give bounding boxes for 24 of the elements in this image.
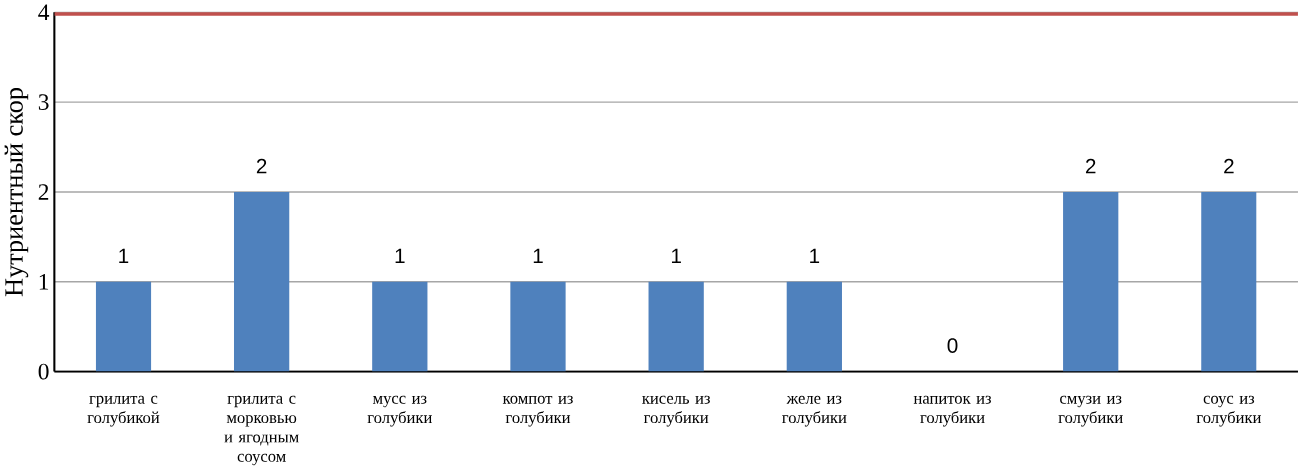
x-tick-label: смузи из голубики [1058, 395, 1123, 427]
x-tick-label: грилита с морковью и ягодным соусом [224, 395, 299, 466]
data-label: 1 [395, 248, 405, 264]
data-label: 1 [671, 248, 681, 264]
data-label: 2 [256, 158, 267, 174]
x-tick-label: компот из голубики [502, 395, 573, 427]
data-label: 2 [1224, 158, 1234, 174]
data-label: 1 [810, 248, 820, 264]
x-tick-label: кисель из голубики [642, 395, 710, 427]
y-axis-title: Нутриентный скор [4, 88, 29, 297]
y-tick-label: 0 [38, 363, 49, 380]
x-tick-label: грилита с голубикой [87, 395, 160, 427]
x-tick-label: напиток из голубики [913, 395, 991, 427]
y-tick-label: 2 [38, 184, 49, 200]
data-label: 1 [119, 248, 129, 264]
data-label: 0 [947, 338, 958, 353]
x-tick-label: мусс из голубики [367, 395, 432, 427]
data-label: 2 [1085, 158, 1096, 174]
x-tick-label: желе из голубики [782, 395, 847, 427]
data-label: 1 [533, 248, 543, 264]
y-tick-label: 4 [38, 4, 50, 21]
y-tick-label: 3 [38, 94, 49, 111]
y-tick-label: 1 [39, 274, 49, 290]
x-tick-label: соус из голубики [1196, 395, 1262, 427]
